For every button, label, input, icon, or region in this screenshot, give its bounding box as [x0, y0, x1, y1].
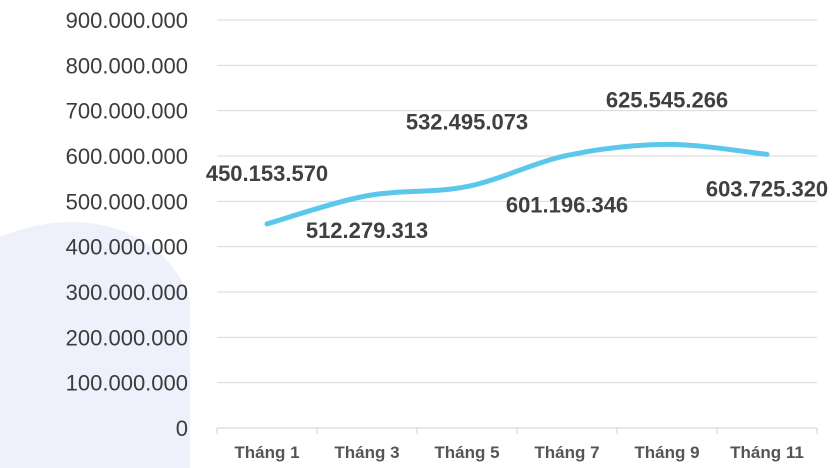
x-tick-label: Tháng 5: [434, 443, 499, 462]
data-labels: 450.153.570 512.279.313 532.495.073 601.196…: [206, 87, 828, 242]
series-line: [264, 141, 770, 227]
y-tick-label: 100.000.000: [66, 371, 188, 396]
x-axis-tick-labels: Tháng 1 Tháng 3 Tháng 5 Tháng 7 Tháng 9 Tháng…: [234, 443, 803, 462]
data-label: 450.153.570: [206, 161, 328, 186]
y-tick-label: 800.000.000: [66, 53, 188, 78]
data-label: 601.196.346: [506, 192, 628, 217]
y-tick-label: 200.000.000: [66, 325, 188, 350]
series-lines: [264, 141, 770, 227]
x-tick-label: Tháng 3: [334, 443, 399, 462]
x-axis: [216, 427, 818, 434]
x-tick-label: Tháng 7: [534, 443, 599, 462]
data-label: 625.545.266: [606, 87, 728, 112]
y-tick-label: 300.000.000: [66, 280, 188, 305]
data-label: 603.725.320: [706, 176, 828, 201]
y-tick-label: 400.000.000: [66, 235, 188, 260]
x-tick-label: Tháng 1: [234, 443, 299, 462]
x-tick-label: Tháng 11: [730, 443, 804, 462]
y-axis-tick-labels: 0 100.000.000 200.000.000 300.000.000 400.00…: [66, 8, 188, 441]
gridlines: [217, 19, 817, 384]
y-tick-label: 500.000.000: [66, 189, 188, 214]
y-tick-label: 700.000.000: [66, 99, 188, 124]
y-tick-label: 600.000.000: [66, 144, 188, 169]
data-label: 532.495.073: [406, 110, 528, 135]
x-tick-label: Tháng 9: [634, 443, 699, 462]
watermark-logo: [0, 222, 190, 468]
data-label: 512.279.313: [306, 218, 428, 243]
y-tick-label: 900.000.000: [66, 8, 188, 33]
y-tick-label: 0: [176, 416, 188, 441]
